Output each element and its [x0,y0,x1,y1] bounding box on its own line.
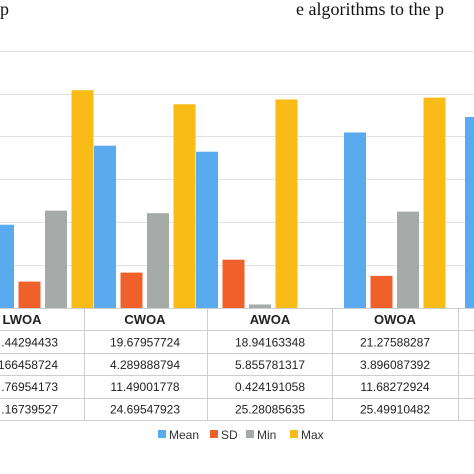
bar-owoa-mean [344,132,366,308]
legend-label-max: Max [301,428,324,442]
table-cell: 21.27588287 [360,335,430,349]
caption-text: p e algorithms to the p [0,0,474,26]
table-cell: 18.94163348 [235,335,305,349]
legend-label-mean: Mean [169,428,199,442]
legend-swatch-max [290,430,298,438]
legend-swatch-mean [158,430,166,438]
legend-swatch-min [246,430,254,438]
table-cell: 4.289888794 [110,358,180,372]
table-cell: 5.855781317 [235,358,305,372]
legend-label-min: Min [257,428,276,442]
legend: Mean SD Min Max [158,428,324,442]
legend-swatch-sd [210,430,218,438]
table-cell: .16739527 [1,403,58,417]
table-header-lwoa: LWOA [3,312,43,327]
bar-lwoa-max [71,90,94,308]
bars-group [0,90,474,308]
bar-cwoa-mean [94,145,116,308]
bar-owoa-min [397,211,419,308]
caption-left: p [0,0,9,19]
table-header-awoa: AWOA [250,312,291,327]
table-cell: 0.424191058 [235,380,305,394]
bar-cwoa-sd [120,272,143,308]
table-header-owoa: OWOA [374,312,416,327]
bar-owoa-sd [370,275,393,308]
legend-label-sd: SD [221,428,238,442]
table-cell: 19.67957724 [110,335,180,349]
bar-owoa-max [423,97,446,308]
table-cell: 25.28085635 [235,403,305,417]
bar-cwoa-max [173,104,196,308]
table-cell: 24.69547923 [110,403,180,417]
table-header-cwoa: CWOA [124,312,166,327]
bar-lwoa-min [45,210,67,308]
table-cell: 11.68272924 [360,380,430,394]
caption-right: e algorithms to the p [296,0,444,19]
bar-awoa-min [249,304,271,308]
table-cell: .166458724 [0,358,58,372]
bar-awoa-max [275,99,298,308]
bar-awoa-mean [196,151,218,308]
bar-lwoa-sd [18,281,41,308]
bar-awoa-sd [222,259,245,308]
table-cell: 11.49001778 [110,380,180,394]
table-cell: .76954173 [1,380,58,394]
bar-cwoa-min [147,213,169,308]
bar-offscreen-mean [465,117,474,308]
data-table: LWOA CWOA AWOA OWOA .44294433 19.67957724 18.9… [0,308,474,421]
table-cell: 25.49910482 [360,403,430,417]
bar-lwoa-mean [0,224,14,308]
table-cell: 3.896087392 [360,358,430,372]
table-cell: .44294433 [1,335,58,349]
